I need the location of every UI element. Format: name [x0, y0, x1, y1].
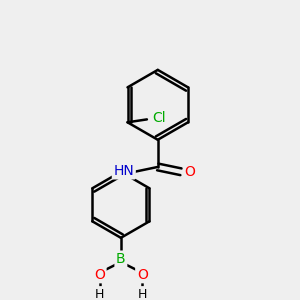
- Text: B: B: [116, 252, 126, 266]
- Text: O: O: [94, 268, 105, 282]
- Text: HN: HN: [113, 164, 134, 178]
- Text: O: O: [184, 165, 195, 179]
- Text: Cl: Cl: [152, 111, 165, 125]
- Text: O: O: [137, 268, 148, 282]
- Text: H: H: [137, 288, 147, 300]
- Text: H: H: [95, 288, 104, 300]
